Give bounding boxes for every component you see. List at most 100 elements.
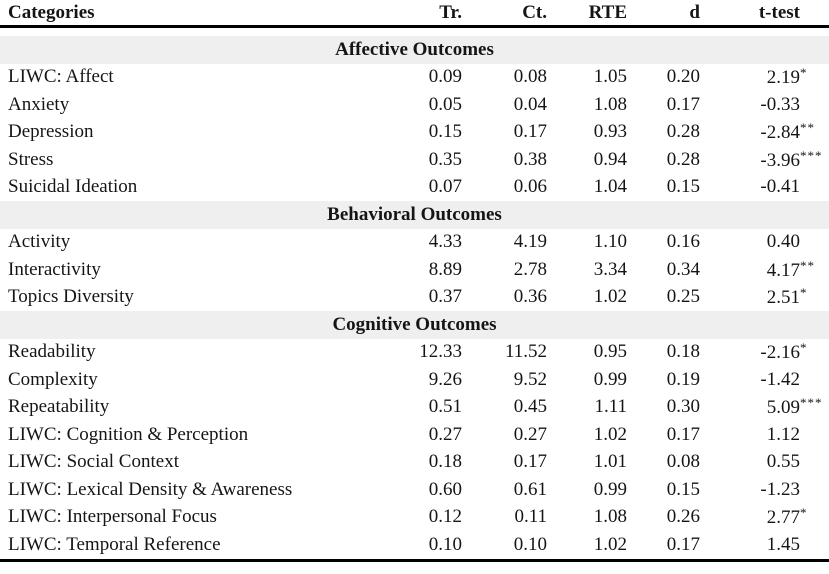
ttest-value: -0.33 [760,93,800,115]
table-row: LIWC: Social Context 0.18 0.17 1.01 0.08… [0,449,829,477]
table-row: Readability 12.33 11.52 0.95 0.18 -2.16* [0,339,829,367]
cell-d: 0.25 [666,286,700,308]
cell-rte: 1.01 [593,451,627,473]
cell-ct: 0.27 [513,423,547,445]
cell-tr: 0.51 [428,396,462,418]
cell-tr: 0.15 [428,121,462,143]
table-row: Stress 0.35 0.38 0.94 0.28 -3.96*** [0,146,829,174]
cell-category: Depression [8,121,94,143]
cell-rte: 1.02 [593,423,627,445]
cell-category: Activity [8,231,71,253]
table-row: Repeatability 0.51 0.45 1.11 0.30 5.09**… [0,394,829,422]
cell-rte: 0.95 [593,341,627,363]
cell-ct: 0.45 [513,396,547,418]
cell-rte: 0.99 [593,478,627,500]
cell-d: 0.17 [666,533,700,555]
column-header-d: d [689,1,700,23]
cell-tr: 0.37 [428,286,462,308]
cell-d: 0.34 [666,258,700,280]
ttest-value: -3.96 [760,149,800,171]
cell-rte: 1.10 [593,231,627,253]
cell-ct: 0.61 [513,478,547,500]
cell-d: 0.15 [666,176,700,198]
table-row: LIWC: Interpersonal Focus 0.12 0.11 1.08… [0,504,829,532]
cell-ttest: 1.45 [700,534,829,556]
cell-tr: 0.12 [428,506,462,528]
cell-ttest: -0.33 [700,94,829,116]
cell-tr: 8.89 [428,258,462,280]
cell-category: Complexity [8,368,98,390]
cell-ttest: -3.96*** [760,147,823,171]
cell-rte: 1.08 [593,93,627,115]
table-row: LIWC: Cognition & Perception 0.27 0.27 1… [0,421,829,449]
cell-rte: 1.08 [593,506,627,528]
cell-d: 0.28 [666,148,700,170]
table-row: Depression 0.15 0.17 0.93 0.28 -2.84** [0,119,829,147]
cell-ct: 0.06 [513,176,547,198]
section-title: Behavioral Outcomes [327,203,502,225]
table-row: Interactivity 8.89 2.78 3.34 0.34 4.17** [0,256,829,284]
cell-tr: 0.10 [428,533,462,555]
ttest-value: 2.77 [766,507,800,529]
cell-ttest: 4.17** [766,257,815,281]
section-header-row: Cognitive Outcomes [0,311,829,339]
ttest-value: 1.45 [766,533,800,555]
cell-ct: 0.11 [514,506,547,528]
ttest-value: 1.12 [766,423,800,445]
cell-tr: 0.18 [428,451,462,473]
section-title: Cognitive Outcomes [332,313,497,335]
cell-d: 0.18 [666,341,700,363]
cell-ttest: 2.77* [766,505,808,529]
cell-d: 0.16 [666,231,700,253]
cell-d: 0.26 [666,506,700,528]
cell-ttest: 0.40 [700,231,829,253]
cell-d: 0.15 [666,478,700,500]
ttest-value: 0.40 [766,231,800,253]
cell-category: Readability [8,341,96,363]
cell-d: 0.30 [666,396,700,418]
cell-category: Stress [8,148,54,170]
ttest-value: 2.19 [766,67,800,89]
ttest-value: -1.42 [760,368,800,390]
ttest-value: 5.09 [766,397,800,419]
table-row: Anxiety 0.05 0.04 1.08 0.17 -0.33 [0,91,829,119]
cell-category: Topics Diversity [8,286,134,308]
column-header-rte: RTE [588,1,627,23]
cell-tr: 0.09 [428,66,462,88]
cell-category: LIWC: Social Context [8,451,179,473]
ttest-value: -1.23 [760,478,800,500]
ttest-value: -2.84 [760,122,800,144]
cell-ct: 0.08 [513,66,547,88]
ttest-value: -0.41 [760,176,800,198]
cell-tr: 9.26 [428,368,462,390]
column-header-categories: Categories [8,1,95,23]
cell-ct: 0.04 [513,93,547,115]
cell-tr: 12.33 [419,341,462,363]
cell-rte: 1.02 [593,533,627,555]
cell-rte: 0.94 [593,148,627,170]
cell-category: LIWC: Cognition & Perception [8,423,249,445]
cell-d: 0.28 [666,121,700,143]
cell-tr: 0.05 [428,93,462,115]
cell-ct: 11.52 [504,341,547,363]
cell-ttest: 2.19* [766,65,808,89]
cell-rte: 1.04 [593,176,627,198]
cell-ttest: -0.41 [700,176,829,198]
cell-category: LIWC: Temporal Reference [8,533,221,555]
cell-ttest: -1.23 [700,479,829,501]
cell-category: Anxiety [8,93,70,115]
cell-ttest: 1.12 [700,424,829,446]
cell-rte: 3.34 [593,258,627,280]
cell-rte: 0.93 [593,121,627,143]
section-header-row: Behavioral Outcomes [0,201,829,229]
cell-category: LIWC: Affect [8,66,114,88]
cell-category: Repeatability [8,396,110,418]
cell-d: 0.08 [666,451,700,473]
table-row: Suicidal Ideation 0.07 0.06 1.04 0.15 -0… [0,174,829,202]
section-title: Affective Outcomes [335,38,494,60]
table-row: LIWC: Lexical Density & Awareness 0.60 0… [0,476,829,504]
table-header-row: Categories Tr. Ct. RTE d t-test [0,0,829,28]
cell-ttest: 2.51* [766,285,808,309]
ttest-value: 4.17 [766,259,800,281]
